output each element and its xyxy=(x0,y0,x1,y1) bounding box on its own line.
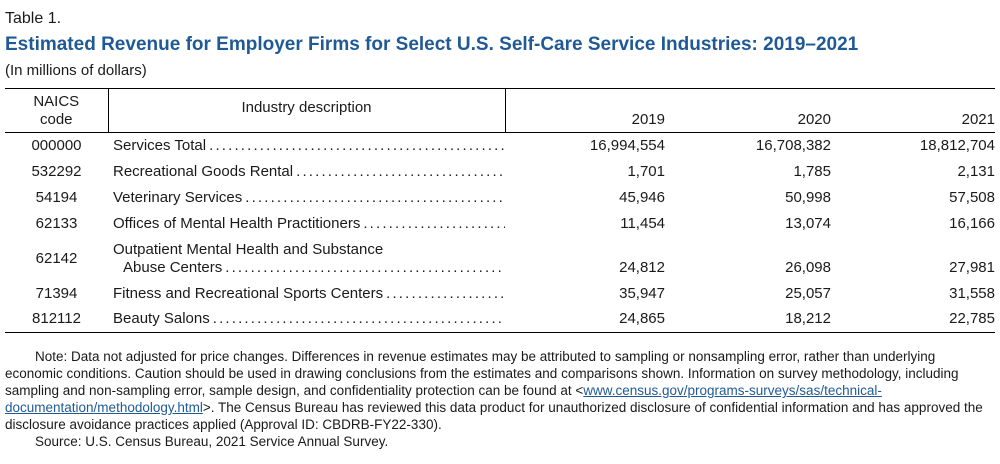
table-subtitle: (In millions of dollars) xyxy=(5,62,147,79)
description-line: Veterinary Services xyxy=(113,189,505,207)
dot-leader xyxy=(245,189,505,207)
value-cell: 18,212 xyxy=(785,310,831,327)
description-text: Offices of Mental Health Practitioners xyxy=(113,214,361,232)
notes: Note: Data not adjusted for price change… xyxy=(5,348,995,450)
header-cell: Industry description xyxy=(108,88,506,133)
table-row: 62142 Outpatient Mental Health and Substa… xyxy=(5,237,995,281)
code-cell: 62133 xyxy=(35,214,78,232)
dot-leader xyxy=(296,163,505,181)
value-cell: 16,708,382 xyxy=(755,136,831,154)
value-cell: 2,131 xyxy=(957,162,995,180)
description-line: Recreational Goods Rental xyxy=(113,163,505,181)
table-row: 62133 Offices of Mental Health Practition… xyxy=(5,211,995,237)
value-cell: 24,812 xyxy=(619,258,665,276)
description-text: Beauty Salons xyxy=(113,310,210,327)
description-text: Fitness and Recreational Sports Centers xyxy=(113,284,384,302)
header-cell: 2020 xyxy=(797,111,831,128)
value-cell: 45,946 xyxy=(619,188,665,206)
note-text: >. The Census Bureau has reviewed this d… xyxy=(5,400,983,432)
table-row: 812112 Beauty Salons 24,865 18,212 22,785 xyxy=(5,307,995,333)
description-line: Offices of Mental Health Practitioners xyxy=(113,215,505,233)
value-cell: 31,558 xyxy=(949,284,995,302)
description-cell: Veterinary Services xyxy=(108,185,505,211)
value-cell: 1,701 xyxy=(627,162,665,180)
dot-leader xyxy=(209,137,505,155)
description-text: Abuse Centers xyxy=(123,258,223,276)
description-text: Outpatient Mental Health and Substance xyxy=(113,240,384,258)
note-link[interactable]: www.census.gov/programs-surveys/sas/tech… xyxy=(5,383,882,415)
table-title: Estimated Revenue for Employer Firms for… xyxy=(5,34,859,55)
dot-leader xyxy=(363,215,505,233)
data-table: NAICS code Industry description 2019 202… xyxy=(5,88,995,333)
value-cell: 11,454 xyxy=(620,214,665,232)
value-cell: 25,057 xyxy=(785,284,831,302)
value-cell: 26,098 xyxy=(785,258,831,276)
code-cell: 812112 xyxy=(32,310,81,328)
value-cell: 27,981 xyxy=(949,258,995,276)
description-cell: Services Total xyxy=(108,133,505,159)
table-head: NAICS code Industry description 2019 202… xyxy=(5,88,995,133)
description-line: Fitness and Recreational Sports Centers xyxy=(113,285,505,303)
header-cell: NAICS code xyxy=(5,88,109,133)
code-cell: 71394 xyxy=(35,284,78,302)
description-text: Veterinary Services xyxy=(113,188,243,206)
value-cell: 35,947 xyxy=(619,284,665,302)
value-cell: 22,785 xyxy=(949,310,995,327)
description-line: Abuse Centers xyxy=(113,259,505,277)
description-line: Outpatient Mental Health and Substance xyxy=(113,241,505,259)
value-cell: 18,812,704 xyxy=(919,136,995,154)
code-cell: 532292 xyxy=(31,162,82,180)
source: Source: U.S. Census Bureau, 2021 Service… xyxy=(35,434,389,449)
dot-leader xyxy=(225,259,505,277)
description-line: Beauty Salons xyxy=(113,310,505,328)
table-row: 000000 Services Total 16,994,554 16,708,382… xyxy=(5,133,995,159)
code-cell: 62142 xyxy=(35,249,78,267)
description-cell: Fitness and Recreational Sports Centers xyxy=(108,281,505,307)
value-cell: 24,865 xyxy=(619,310,665,327)
value-cell: 16,994,554 xyxy=(589,136,665,154)
note: Note: Data not adjusted for price change… xyxy=(5,348,995,433)
description-line: Services Total xyxy=(113,137,505,155)
table-row: 532292 Recreational Goods Rental 1,701 1,78… xyxy=(5,159,995,185)
header-text: NAICS code xyxy=(33,92,80,128)
value-cell: 16,166 xyxy=(949,214,995,232)
table-row: 71394 Fitness and Recreational Sports Cen… xyxy=(5,281,995,307)
description-cell: Recreational Goods Rental xyxy=(108,159,505,185)
header-cell: 2019 xyxy=(631,111,665,128)
code-cell: 000000 xyxy=(31,136,82,154)
description-cell: Outpatient Mental Health and Substance Ab… xyxy=(108,237,505,281)
header-cell: 2021 xyxy=(961,111,995,128)
table-row: 54194 Veterinary Services 45,946 50,998 57,5… xyxy=(5,185,995,211)
description-cell: Offices of Mental Health Practitioners xyxy=(108,211,505,237)
description-text: Recreational Goods Rental xyxy=(113,162,294,180)
dot-leader xyxy=(386,285,505,303)
note-text: Note: Data not adjusted for price change… xyxy=(5,349,959,398)
value-cell: 57,508 xyxy=(949,188,995,206)
table-label: Table 1. xyxy=(5,10,62,27)
value-cell: 50,998 xyxy=(785,188,831,206)
value-cell: 1,785 xyxy=(793,162,831,180)
table-body: 000000 Services Total 16,994,554 16,708,382… xyxy=(5,133,995,333)
dot-leader xyxy=(213,310,505,328)
value-cell: 13,074 xyxy=(785,214,831,232)
description-cell: Beauty Salons xyxy=(108,307,505,333)
code-cell: 54194 xyxy=(35,188,78,206)
description-text: Services Total xyxy=(113,136,207,154)
